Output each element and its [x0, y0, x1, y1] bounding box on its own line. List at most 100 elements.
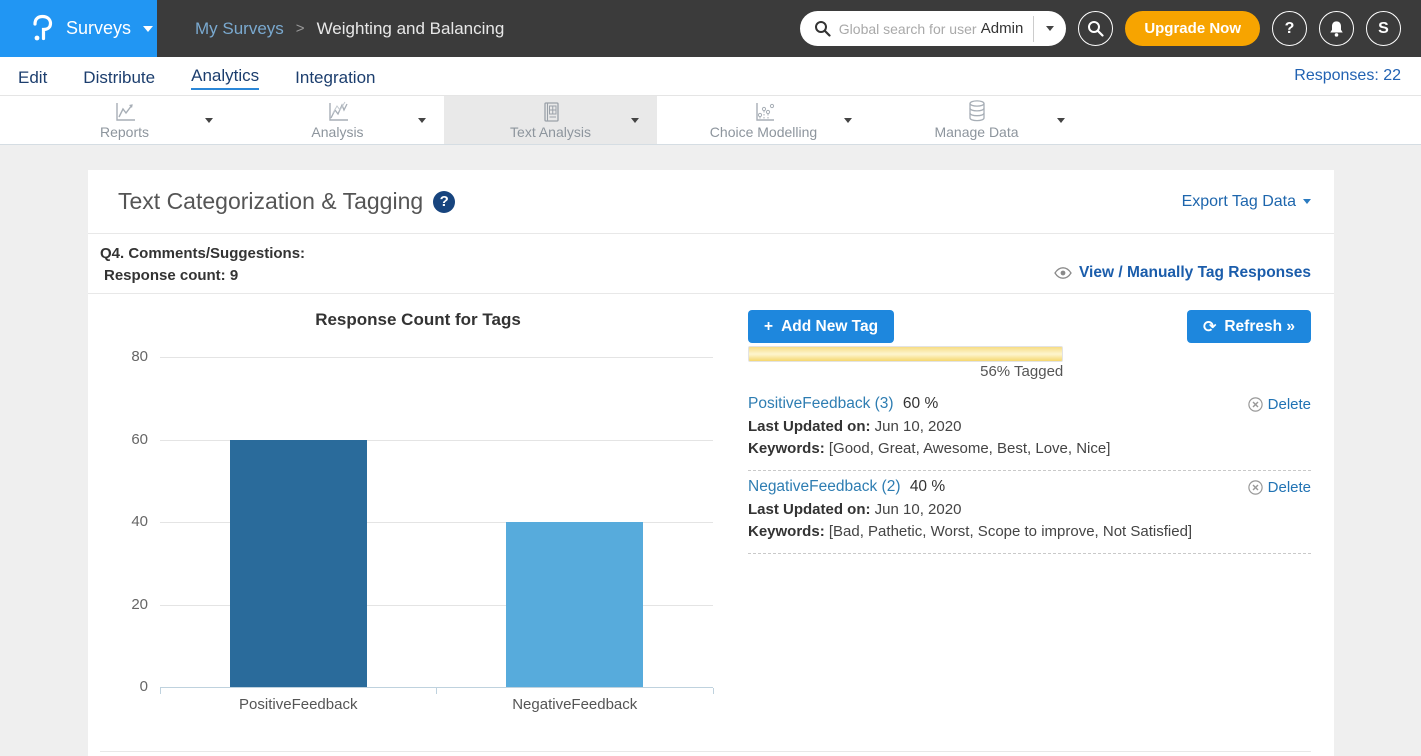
text-document-grid-icon: [540, 101, 562, 123]
breadcrumb-survey-title: Weighting and Balancing: [316, 18, 505, 38]
breadcrumb-my-surveys[interactable]: My Surveys: [195, 18, 284, 38]
tag-keywords-line: Keywords: [Good, Great, Awesome, Best, L…: [748, 440, 1311, 457]
eye-icon: [1054, 267, 1072, 279]
survey-nav: Edit Distribute Analytics Integration Re…: [0, 57, 1421, 96]
refresh-button[interactable]: ⟳ Refresh »: [1186, 310, 1311, 343]
card-title-row: Text Categorization & Tagging ? Export T…: [88, 170, 1334, 234]
tagged-progress-scale: 56% Tagged: [748, 346, 1064, 380]
tag-updated-label: Last Updated on:: [748, 418, 871, 435]
chart-ytick-label: 20: [131, 595, 148, 613]
search-scope-label: Admin: [980, 20, 1024, 37]
questionpro-logo-icon: [30, 14, 54, 44]
avatar-initial: S: [1378, 19, 1389, 37]
chart-gridline: [160, 522, 713, 523]
delete-label: Delete: [1267, 396, 1311, 413]
plus-icon: +: [764, 317, 774, 335]
chart-axis-tick: [712, 688, 714, 694]
search-scope-dropdown-icon[interactable]: [1046, 26, 1055, 31]
tab-text-analysis[interactable]: Text Analysis: [444, 96, 657, 144]
add-new-tag-button[interactable]: + Add New Tag: [748, 310, 895, 343]
notifications-button[interactable]: [1319, 11, 1354, 46]
chart-column: Response Count for Tags 80 60 40 20 0 Positiv…: [100, 294, 736, 734]
chart-category-label: NegativeFeedback: [512, 696, 638, 713]
tag-keywords-value: [Bad, Pathetic, Worst, Scope to improve,…: [828, 523, 1193, 540]
refresh-label: Refresh »: [1224, 317, 1295, 335]
question-header: Q4. Comments/Suggestions: Response count…: [88, 234, 1334, 294]
analytics-toolbar: Reports Analysis Text Analysis Choice Mo…: [0, 96, 1421, 145]
page-content: Text Categorization & Tagging ? Export T…: [0, 145, 1421, 756]
tag-keywords-label: Keywords:: [748, 440, 825, 457]
tag-name-link[interactable]: NegativeFeedback (2): [748, 478, 901, 495]
tag-updated-value: Jun 10, 2020: [874, 501, 962, 518]
tag-percent: 40 %: [909, 478, 946, 495]
product-label: Surveys: [66, 18, 132, 38]
tab-dropdown-icon[interactable]: [844, 118, 852, 123]
scatter-chart-icon: [751, 101, 777, 123]
text-tagging-card: Text Categorization & Tagging ? Export T…: [88, 170, 1334, 756]
question-mark-icon: ?: [1284, 19, 1295, 37]
user-avatar[interactable]: S: [1366, 11, 1401, 46]
circle-x-icon: [1247, 480, 1263, 495]
section-divider: [100, 751, 1311, 752]
chart-bar-NegativeFeedback[interactable]: [506, 522, 644, 687]
tag-updated-label: Last Updated on:: [748, 501, 871, 518]
breadcrumb-separator: >: [295, 20, 305, 37]
tag-updated-line: Last Updated on: Jun 10, 2020: [748, 501, 1311, 518]
upgrade-now-button[interactable]: Upgrade Now: [1125, 11, 1260, 46]
tab-label: Reports: [99, 123, 150, 140]
tag-panel: + Add New Tag ⟳ Refresh » 56% Tagged: [736, 294, 1311, 734]
page-title: Text Categorization & Tagging: [118, 188, 424, 214]
tag-list: PositiveFeedback (3) 60 % Last Updated o…: [748, 388, 1311, 554]
database-icon: [965, 99, 989, 123]
tag-name-line: PositiveFeedback (3) 60 %: [748, 395, 1311, 413]
tab-dropdown-icon[interactable]: [631, 118, 639, 123]
tag-keywords-value: [Good, Great, Awesome, Best, Love, Nice]: [828, 440, 1111, 457]
help-circle-icon[interactable]: ?: [433, 190, 456, 213]
global-search-input[interactable]: [838, 20, 977, 37]
tag-name-line: NegativeFeedback (2) 40 %: [748, 478, 1311, 496]
tab-manage-data[interactable]: Manage Data: [870, 96, 1083, 144]
header-actions: Admin Upgrade Now ? S: [799, 11, 1421, 46]
tab-choice-modelling[interactable]: Choice Modelling: [657, 96, 870, 144]
breadcrumb: My Surveys > Weighting and Balancing: [195, 19, 504, 39]
chevron-down-icon: [1303, 199, 1311, 204]
divider: [1033, 15, 1035, 42]
chart-title: Response Count for Tags: [315, 310, 521, 329]
tab-analysis[interactable]: Analysis: [231, 96, 444, 144]
tag-name-link[interactable]: PositiveFeedback (3): [748, 395, 894, 412]
nav-item-integration[interactable]: Integration: [295, 67, 376, 87]
search-submit-button[interactable]: [1078, 11, 1114, 46]
search-icon: [814, 20, 831, 37]
tab-reports[interactable]: Reports: [18, 96, 231, 144]
tab-dropdown-icon[interactable]: [205, 118, 213, 123]
tab-dropdown-icon[interactable]: [1057, 118, 1065, 123]
chart-ytick-label: 0: [139, 678, 148, 695]
chevron-down-icon: [143, 25, 154, 32]
tag-updated-line: Last Updated on: Jun 10, 2020: [748, 418, 1311, 435]
nav-item-analytics[interactable]: Analytics: [191, 63, 260, 90]
tab-dropdown-icon[interactable]: [418, 118, 426, 123]
tagged-progress: 56% Tagged: [748, 346, 1311, 380]
tab-label: Text Analysis: [510, 123, 591, 140]
product-switcher[interactable]: Surveys: [0, 0, 157, 57]
delete-tag-button[interactable]: Delete: [1247, 396, 1311, 413]
tag-actions-row: + Add New Tag ⟳ Refresh »: [748, 310, 1311, 343]
chart-ytick-label: 80: [131, 348, 148, 365]
tagged-progress-fill: [748, 346, 1064, 362]
nav-item-edit[interactable]: Edit: [18, 67, 48, 87]
question-label: Q4. Comments/Suggestions:: [100, 245, 306, 262]
delete-tag-button[interactable]: Delete: [1247, 479, 1311, 496]
chart-ytick-label: 60: [131, 430, 148, 448]
tag-percent: 60 %: [902, 395, 939, 412]
response-count-label: Response count: 9: [104, 267, 239, 284]
bell-icon: [1328, 20, 1345, 38]
tag-keywords-label: Keywords:: [748, 523, 825, 540]
circle-x-icon: [1247, 397, 1263, 412]
help-button[interactable]: ?: [1272, 11, 1307, 46]
tag-bar-chart: Response Count for Tags 80 60 40 20 0 Positiv…: [100, 294, 736, 734]
export-tag-data-button[interactable]: Export Tag Data: [1182, 193, 1311, 211]
chart-bar-PositiveFeedback[interactable]: [229, 439, 367, 687]
nav-item-distribute[interactable]: Distribute: [83, 67, 156, 87]
view-manually-tag-link[interactable]: View / Manually Tag Responses: [1054, 264, 1311, 282]
analysis-chart-icon: [326, 101, 350, 123]
